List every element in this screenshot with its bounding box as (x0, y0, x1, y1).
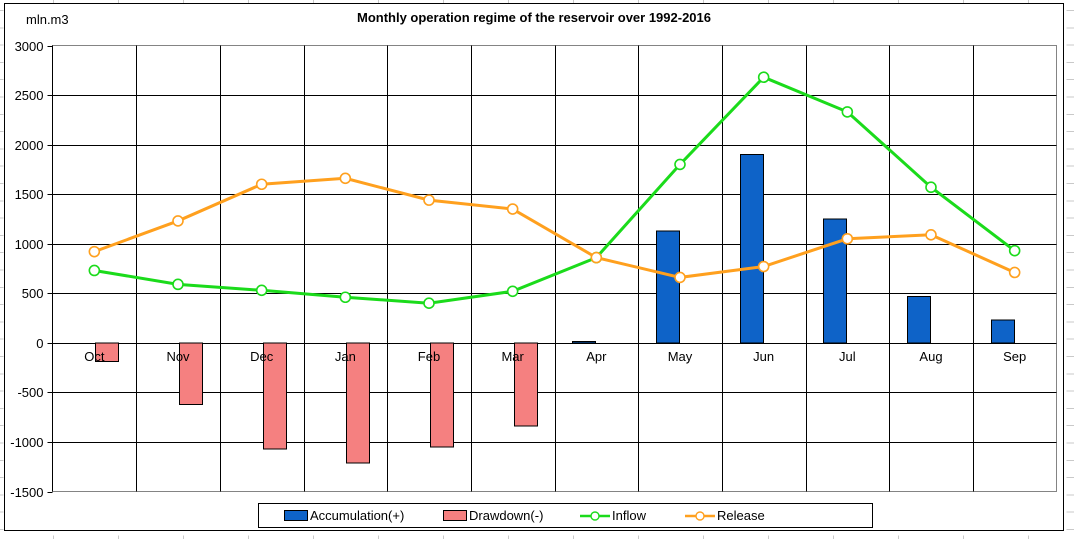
bar-Apr (572, 340, 596, 344)
y-axis-unit-label: mln.m3 (26, 12, 69, 27)
x-axis-label: Jun (753, 349, 774, 364)
x-axis-label: Feb (418, 349, 440, 364)
line-series (94, 75, 1016, 305)
x-axis-label: Sep (1003, 349, 1026, 364)
legend-label-drawdown: Drawdown(-) (469, 508, 544, 523)
legend-item-drawdown: Drawdown(-) (443, 504, 543, 527)
y-axis-tick-label: 2500 (15, 88, 44, 103)
bar-Jun (740, 154, 764, 344)
legend: Accumulation(+) Drawdown(-) Inflow Relea… (258, 503, 873, 528)
legend-label-accumulation: Accumulation(+) (310, 508, 405, 523)
data-point-marker (925, 181, 937, 194)
data-point-marker (925, 229, 937, 241)
bar-Feb (430, 342, 454, 448)
x-axis-label: Jan (335, 349, 356, 364)
line-series (93, 176, 1016, 279)
legend-item-release: Release (685, 504, 765, 527)
legend-label-inflow: Inflow (612, 508, 646, 523)
release-line-marker-icon (685, 510, 715, 522)
data-point-marker (841, 106, 854, 118)
data-point-marker (172, 215, 184, 227)
y-axis-tick-label: 1500 (15, 187, 44, 202)
bar-Jan (346, 342, 370, 464)
y-axis-tick-label: 3000 (15, 39, 44, 54)
bar-Mar (514, 342, 538, 427)
data-point-marker (1008, 266, 1021, 279)
y-axis-tick-label: 0 (36, 336, 43, 351)
legend-item-accumulation: Accumulation(+) (284, 504, 404, 527)
data-point-marker (506, 285, 519, 298)
data-point-marker (674, 271, 686, 284)
bar-Oct (95, 342, 119, 363)
y-axis-tick-label: -500 (17, 385, 43, 400)
x-axis-label: Oct (84, 349, 105, 364)
data-point-marker (339, 291, 352, 304)
bar-May (656, 230, 680, 344)
data-point-marker (255, 284, 268, 297)
data-point-marker (339, 172, 352, 185)
plot-area (52, 45, 1057, 492)
x-axis-label: May (668, 349, 693, 364)
data-point-marker (590, 251, 603, 264)
data-point-marker (674, 158, 686, 171)
legend-label-release: Release (717, 508, 765, 523)
bar-Aug (907, 295, 931, 344)
x-axis-label: Jul (839, 349, 856, 364)
accumulation-swatch-icon (284, 510, 308, 521)
drawdown-swatch-icon (443, 510, 467, 521)
bar-Dec (263, 342, 287, 450)
x-axis-label: Aug (919, 349, 942, 364)
data-point-marker (423, 297, 435, 309)
bar-Sep (991, 319, 1015, 344)
y-axis-tick-label: 500 (22, 286, 44, 301)
x-axis-label: Apr (586, 349, 607, 364)
data-point-marker (1008, 244, 1021, 257)
y-axis-tick-label: -1500 (10, 485, 43, 500)
x-axis-label: Nov (166, 349, 190, 364)
y-axis-tick-label: 1000 (15, 237, 44, 252)
inflow-line-marker-icon (580, 510, 610, 522)
data-point-marker (88, 264, 101, 277)
bar-Jul (823, 218, 847, 344)
legend-item-inflow: Inflow (580, 504, 646, 527)
data-point-marker (757, 71, 770, 84)
data-point-marker (88, 245, 101, 258)
data-point-marker (172, 278, 184, 291)
data-point-marker (757, 260, 770, 273)
data-point-marker (423, 194, 435, 206)
x-axis-label: Dec (250, 349, 274, 364)
chart-title: Monthly operation regime of the reservoi… (356, 10, 711, 25)
bar-Nov (179, 342, 203, 405)
data-point-marker (506, 203, 519, 215)
y-axis-tick-label: 2000 (15, 138, 44, 153)
data-point-marker (255, 178, 268, 191)
x-axis-label: Mar (501, 349, 524, 364)
y-axis-tick-label: -1000 (10, 435, 43, 450)
data-point-marker (841, 232, 854, 245)
